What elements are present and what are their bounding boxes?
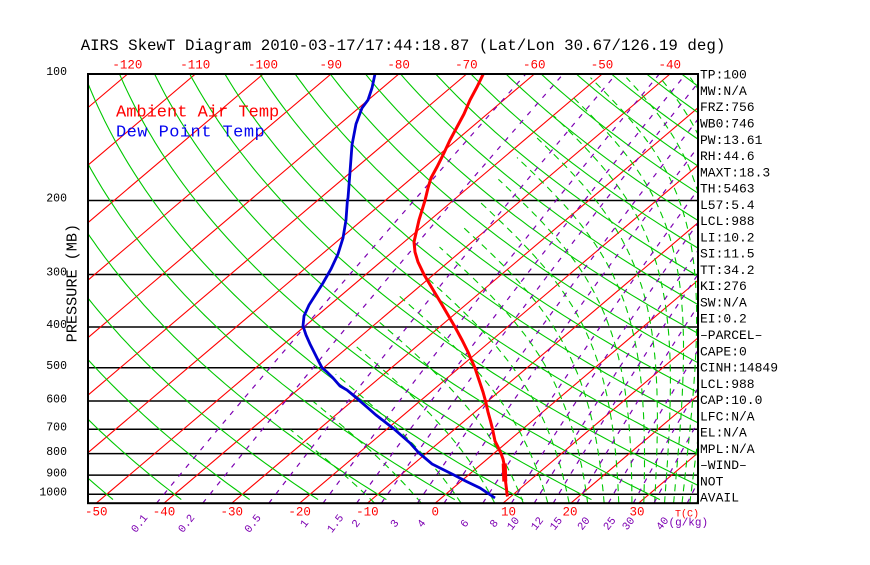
svg-text:20: 20 — [562, 506, 577, 520]
svg-text:TH:5463: TH:5463 — [700, 182, 755, 197]
svg-text:NOT: NOT — [700, 474, 724, 489]
svg-text:800: 800 — [46, 446, 67, 459]
svg-text:-20: -20 — [288, 506, 311, 520]
svg-text:CAP:10.0: CAP:10.0 — [700, 393, 762, 408]
svg-text:WB0:746: WB0:746 — [700, 117, 755, 132]
svg-text:EL:N/A: EL:N/A — [700, 426, 747, 441]
svg-text:–PARCEL–: –PARCEL– — [700, 328, 762, 343]
svg-text:400: 400 — [46, 319, 67, 332]
svg-text:–WIND–: –WIND– — [700, 458, 747, 473]
svg-text:(g/kg): (g/kg) — [669, 518, 709, 530]
svg-text:-50: -50 — [85, 506, 108, 520]
svg-text:-40: -40 — [659, 59, 682, 73]
svg-text:Ambient Air Temp: Ambient Air Temp — [116, 104, 279, 123]
svg-text:LFC:N/A: LFC:N/A — [700, 409, 755, 424]
svg-text:900: 900 — [46, 467, 67, 480]
svg-text:-100: -100 — [248, 59, 278, 73]
svg-text:0: 0 — [431, 506, 439, 520]
svg-text:-50: -50 — [591, 59, 614, 73]
svg-text:-70: -70 — [455, 59, 478, 73]
svg-text:SI:11.5: SI:11.5 — [700, 247, 755, 262]
svg-text:-10: -10 — [356, 506, 379, 520]
svg-text:Dew Point Temp: Dew Point Temp — [116, 124, 265, 143]
svg-text:LCL:988: LCL:988 — [700, 214, 755, 229]
svg-text:30: 30 — [629, 506, 644, 520]
svg-text:MW:N/A: MW:N/A — [700, 84, 747, 99]
svg-text:KI:276: KI:276 — [700, 279, 747, 294]
svg-text:TT:34.2: TT:34.2 — [700, 263, 755, 278]
svg-text:200: 200 — [46, 193, 67, 206]
svg-text:MPL:N/A: MPL:N/A — [700, 442, 755, 457]
svg-text:-30: -30 — [221, 506, 244, 520]
svg-text:100: 100 — [46, 66, 67, 79]
svg-text:AIRS SkewT Diagram 2010-03-17/: AIRS SkewT Diagram 2010-03-17/17:44:18.8… — [81, 37, 726, 55]
svg-text:300: 300 — [46, 267, 67, 280]
svg-text:SW:N/A: SW:N/A — [700, 296, 747, 311]
svg-text:PW:13.61: PW:13.61 — [700, 133, 763, 148]
svg-text:CINH:14849: CINH:14849 — [700, 361, 778, 376]
svg-text:-40: -40 — [153, 506, 176, 520]
svg-text:L57:5.4: L57:5.4 — [700, 198, 755, 213]
svg-text:T(C): T(C) — [675, 509, 699, 521]
svg-text:700: 700 — [46, 421, 67, 434]
svg-text:EI:0.2: EI:0.2 — [700, 312, 747, 327]
svg-text:RH:44.6: RH:44.6 — [700, 149, 755, 164]
svg-text:600: 600 — [46, 393, 67, 406]
svg-text:500: 500 — [46, 360, 67, 373]
svg-text:MAXT:18.3: MAXT:18.3 — [700, 165, 770, 180]
svg-text:LI:10.2: LI:10.2 — [700, 230, 755, 245]
svg-text:-120: -120 — [112, 59, 142, 73]
svg-text:10: 10 — [501, 506, 516, 520]
svg-text:-80: -80 — [387, 59, 410, 73]
svg-text:-60: -60 — [523, 59, 546, 73]
svg-text:PRESSURE (MB): PRESSURE (MB) — [64, 224, 82, 342]
svg-text:LCL:988: LCL:988 — [700, 377, 755, 392]
svg-text:-90: -90 — [320, 59, 343, 73]
svg-text:AVAIL: AVAIL — [700, 491, 739, 506]
svg-text:-110: -110 — [180, 59, 210, 73]
svg-text:TP:100: TP:100 — [700, 68, 747, 83]
svg-text:FRZ:756: FRZ:756 — [700, 100, 755, 115]
svg-text:CAPE:0: CAPE:0 — [700, 344, 747, 359]
svg-text:1000: 1000 — [39, 487, 67, 500]
